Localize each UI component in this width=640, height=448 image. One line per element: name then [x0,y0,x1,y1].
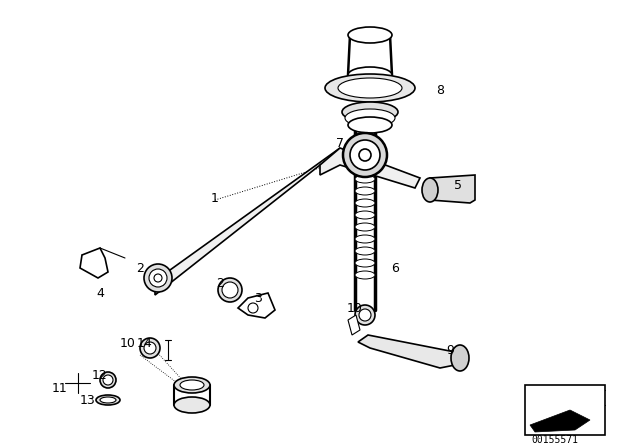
Ellipse shape [355,259,375,267]
Circle shape [218,278,242,302]
Text: 4: 4 [96,287,104,300]
Ellipse shape [355,151,375,159]
Circle shape [100,372,116,388]
Polygon shape [155,148,340,295]
Circle shape [154,274,162,282]
Ellipse shape [338,78,402,98]
Polygon shape [358,335,465,368]
FancyBboxPatch shape [525,385,605,435]
Circle shape [343,133,387,177]
Circle shape [222,282,238,298]
Ellipse shape [348,67,392,83]
Circle shape [144,342,156,354]
Polygon shape [80,248,108,278]
Ellipse shape [355,271,375,279]
Text: 10: 10 [347,302,363,314]
Text: 2: 2 [136,262,144,275]
Text: 3: 3 [254,292,262,305]
Ellipse shape [96,395,120,405]
Ellipse shape [355,187,375,195]
Circle shape [103,375,113,385]
Circle shape [359,309,371,321]
Text: 10: 10 [120,336,136,349]
Circle shape [359,149,371,161]
Text: 14: 14 [137,336,153,349]
Ellipse shape [355,163,375,171]
Text: 00155571: 00155571 [531,435,579,445]
Ellipse shape [422,178,438,202]
Ellipse shape [174,377,210,393]
Circle shape [149,269,167,287]
Text: 2: 2 [216,276,224,289]
Ellipse shape [355,211,375,219]
Ellipse shape [355,223,375,231]
Ellipse shape [342,102,398,122]
Polygon shape [430,175,475,203]
Ellipse shape [174,397,210,413]
Ellipse shape [355,235,375,243]
Text: 7: 7 [336,137,344,150]
Ellipse shape [100,397,116,403]
Polygon shape [320,148,420,188]
Circle shape [350,140,380,170]
Text: 11: 11 [52,382,68,395]
Polygon shape [238,293,275,318]
Ellipse shape [355,247,375,255]
Text: 8: 8 [436,83,444,96]
Circle shape [355,305,375,325]
Text: 9: 9 [446,344,454,357]
Circle shape [248,303,258,313]
Polygon shape [348,315,360,335]
Text: 5: 5 [454,178,462,191]
Ellipse shape [355,175,375,183]
Polygon shape [530,410,590,432]
Ellipse shape [451,345,469,371]
Circle shape [140,338,160,358]
Text: 12: 12 [92,369,108,382]
Text: 1: 1 [211,191,219,204]
Text: 13: 13 [80,393,96,406]
Text: 6: 6 [391,262,399,275]
Ellipse shape [345,109,395,127]
Ellipse shape [325,74,415,102]
Ellipse shape [180,380,204,390]
Circle shape [144,264,172,292]
Ellipse shape [348,117,392,133]
Ellipse shape [348,27,392,43]
Ellipse shape [355,199,375,207]
